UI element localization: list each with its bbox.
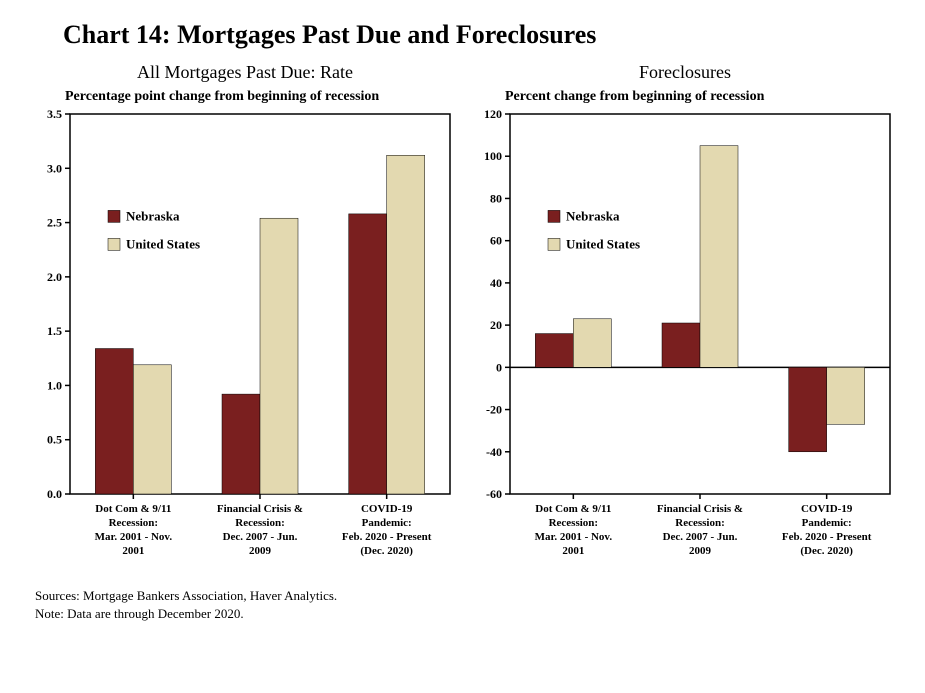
svg-text:Pandemic:: Pandemic: bbox=[362, 517, 412, 529]
svg-text:2009: 2009 bbox=[689, 545, 712, 557]
svg-text:1.5: 1.5 bbox=[47, 324, 62, 338]
svg-text:Mar. 2001 - Nov.: Mar. 2001 - Nov. bbox=[535, 531, 613, 543]
charts-row: All Mortgages Past Due: Rate Percentage … bbox=[30, 62, 900, 569]
svg-text:100: 100 bbox=[484, 149, 502, 163]
svg-text:Dot Com & 9/11: Dot Com & 9/11 bbox=[95, 503, 171, 515]
chart-main-title: Chart 14: Mortgages Past Due and Foreclo… bbox=[63, 20, 900, 50]
svg-text:-20: -20 bbox=[486, 403, 502, 417]
right-chart-container: Foreclosures Percent change from beginni… bbox=[470, 62, 900, 569]
right-chart-title: Foreclosures bbox=[470, 62, 900, 83]
svg-text:2001: 2001 bbox=[122, 545, 144, 557]
svg-text:0.0: 0.0 bbox=[47, 487, 62, 501]
svg-text:Nebraska: Nebraska bbox=[566, 208, 620, 223]
sources-line: Sources: Mortgage Bankers Association, H… bbox=[35, 587, 900, 605]
svg-text:(Dec. 2020): (Dec. 2020) bbox=[800, 545, 853, 557]
svg-text:Feb. 2020 - Present: Feb. 2020 - Present bbox=[342, 531, 432, 543]
svg-text:20: 20 bbox=[490, 318, 502, 332]
svg-text:Dot Com & 9/11: Dot Com & 9/11 bbox=[535, 503, 611, 515]
svg-text:2001: 2001 bbox=[562, 545, 584, 557]
svg-text:Recession:: Recession: bbox=[235, 517, 285, 529]
svg-text:0: 0 bbox=[496, 360, 502, 374]
right-chart-svg: -60 -40 -20 0 20 40 60 80 100 120 Dot Com & 9/11 Re… bbox=[470, 109, 900, 569]
left-chart-svg: 0.0 0.5 1.0 1.5 2.0 2.5 3.0 3.5 Dot Com & 9/11 Re… bbox=[30, 109, 460, 569]
svg-text:COVID-19: COVID-19 bbox=[801, 503, 853, 515]
svg-text:Dec. 2007 - Jun.: Dec. 2007 - Jun. bbox=[663, 531, 738, 543]
svg-text:Pandemic:: Pandemic: bbox=[802, 517, 852, 529]
svg-text:Nebraska: Nebraska bbox=[126, 208, 180, 223]
left-chart-container: All Mortgages Past Due: Rate Percentage … bbox=[30, 62, 460, 569]
svg-text:Recession:: Recession: bbox=[675, 517, 725, 529]
svg-text:Dec. 2007 - Jun.: Dec. 2007 - Jun. bbox=[223, 531, 298, 543]
svg-text:-40: -40 bbox=[486, 445, 502, 459]
svg-text:Recession:: Recession: bbox=[549, 517, 599, 529]
svg-text:0.5: 0.5 bbox=[47, 433, 62, 447]
svg-text:80: 80 bbox=[490, 191, 502, 205]
note-line: Note: Data are through December 2020. bbox=[35, 605, 900, 623]
svg-text:Financial Crisis &: Financial Crisis & bbox=[217, 503, 303, 515]
svg-text:3.5: 3.5 bbox=[47, 109, 62, 121]
right-chart-ylabel: Percent change from beginning of recessi… bbox=[470, 89, 900, 105]
svg-text:Recession:: Recession: bbox=[109, 517, 159, 529]
svg-text:120: 120 bbox=[484, 109, 502, 121]
svg-text:Feb. 2020 - Present: Feb. 2020 - Present bbox=[782, 531, 872, 543]
chart-sources: Sources: Mortgage Bankers Association, H… bbox=[35, 587, 900, 623]
svg-text:2.5: 2.5 bbox=[47, 216, 62, 230]
svg-text:COVID-19: COVID-19 bbox=[361, 503, 413, 515]
svg-text:40: 40 bbox=[490, 276, 502, 290]
svg-text:60: 60 bbox=[490, 234, 502, 248]
svg-text:2009: 2009 bbox=[249, 545, 272, 557]
svg-text:1.0: 1.0 bbox=[47, 378, 62, 392]
svg-text:(Dec. 2020): (Dec. 2020) bbox=[360, 545, 413, 557]
left-chart-title: All Mortgages Past Due: Rate bbox=[30, 62, 460, 83]
svg-text:Mar. 2001 - Nov.: Mar. 2001 - Nov. bbox=[95, 531, 173, 543]
left-chart-ylabel: Percentage point change from beginning o… bbox=[30, 89, 460, 105]
svg-text:United States: United States bbox=[126, 236, 200, 251]
svg-text:United States: United States bbox=[566, 236, 640, 251]
svg-text:2.0: 2.0 bbox=[47, 270, 62, 284]
svg-text:Financial Crisis &: Financial Crisis & bbox=[657, 503, 743, 515]
svg-text:3.0: 3.0 bbox=[47, 161, 62, 175]
svg-text:-60: -60 bbox=[486, 487, 502, 501]
